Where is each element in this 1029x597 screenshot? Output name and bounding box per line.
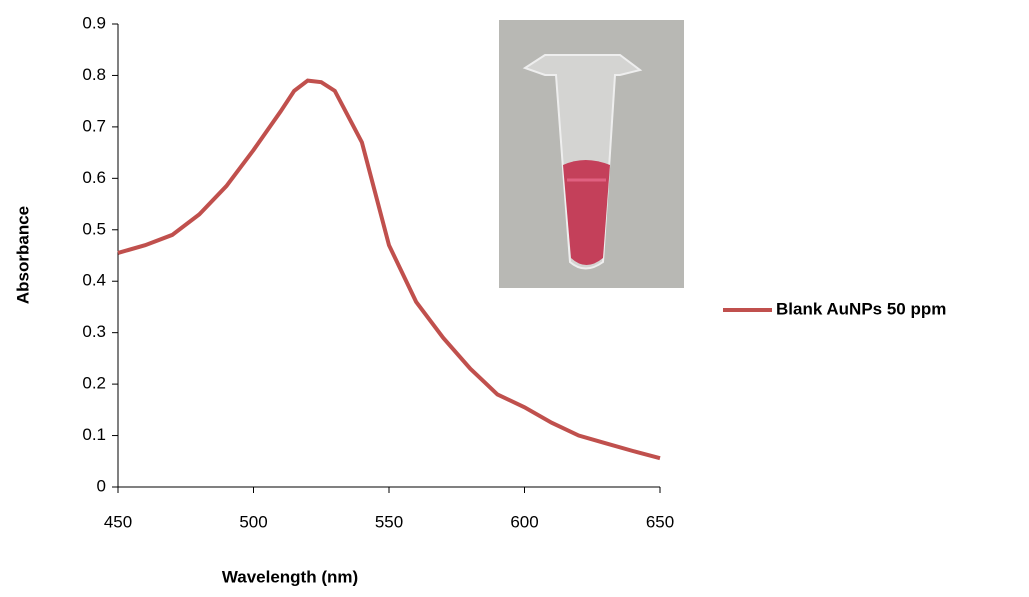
y-tick-label: 0 <box>97 476 106 495</box>
y-axis-title: Absorbance <box>13 206 32 304</box>
y-tick-label: 0.2 <box>82 374 106 393</box>
y-tick-label: 0.9 <box>82 13 106 32</box>
y-tick-label: 0.7 <box>82 116 106 135</box>
inset-photo <box>499 20 684 288</box>
y-tick-label: 0.3 <box>82 322 106 341</box>
y-tick-label: 0.1 <box>82 425 106 444</box>
x-tick-label: 650 <box>646 512 674 531</box>
data-line <box>117 78 661 461</box>
x-axis-title: Wavelength (nm) <box>222 567 358 586</box>
y-tick-label: 0.8 <box>82 65 106 84</box>
x-tick-label: 600 <box>510 512 538 531</box>
x-tick-label: 450 <box>104 512 132 531</box>
x-tick-label: 550 <box>375 512 403 531</box>
x-tick-label: 500 <box>239 512 267 531</box>
legend-label: Blank AuNPs 50 ppm <box>776 299 946 318</box>
y-tick-label: 0.6 <box>82 168 106 187</box>
y-tick-label: 0.4 <box>82 271 106 290</box>
y-tick-label: 0.5 <box>82 219 106 238</box>
